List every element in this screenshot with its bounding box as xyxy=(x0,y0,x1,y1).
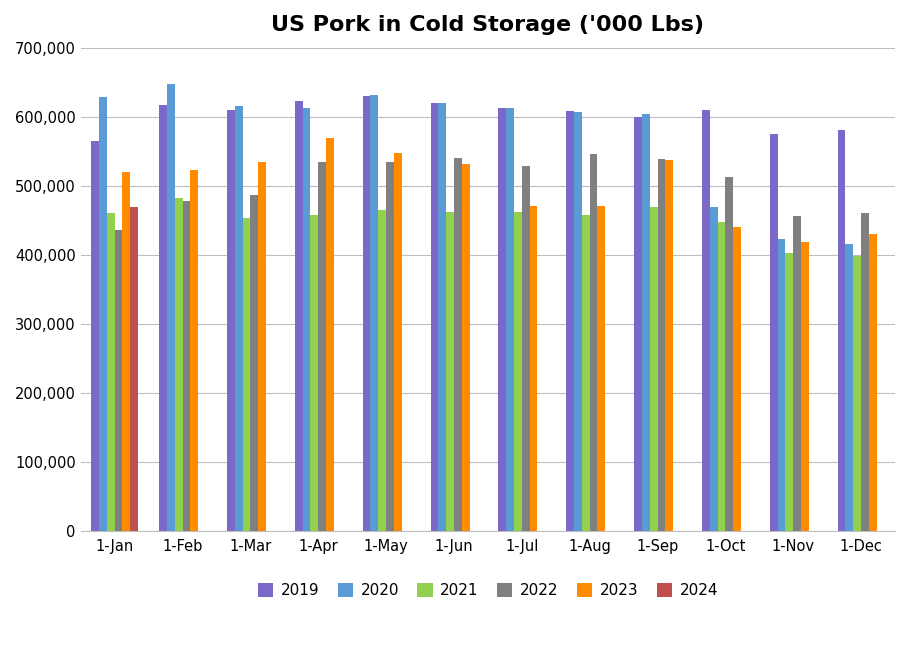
Bar xyxy=(506,108,514,531)
Bar xyxy=(461,163,470,531)
Bar xyxy=(861,214,869,531)
Bar xyxy=(183,201,190,531)
Bar xyxy=(702,110,710,531)
Bar xyxy=(190,171,198,531)
Bar xyxy=(665,160,673,531)
Bar xyxy=(295,102,303,531)
Bar xyxy=(869,234,876,531)
Bar xyxy=(430,103,439,531)
Bar xyxy=(130,207,138,531)
Bar xyxy=(770,134,778,531)
Bar xyxy=(778,239,785,531)
Bar xyxy=(227,110,235,531)
Bar xyxy=(634,117,642,531)
Bar xyxy=(718,221,725,531)
Bar xyxy=(598,206,605,531)
Bar xyxy=(370,95,379,531)
Bar xyxy=(725,177,733,531)
Bar xyxy=(106,214,115,531)
Bar xyxy=(91,141,99,531)
Bar xyxy=(521,167,530,531)
Bar xyxy=(235,106,243,531)
Bar xyxy=(379,210,386,531)
Bar xyxy=(733,227,741,531)
Bar xyxy=(250,194,258,531)
Bar xyxy=(566,111,574,531)
Bar xyxy=(310,215,318,531)
Bar xyxy=(258,161,266,531)
Title: US Pork in Cold Storage ('000 Lbs): US Pork in Cold Storage ('000 Lbs) xyxy=(271,15,704,35)
Bar xyxy=(854,256,861,531)
Bar xyxy=(446,212,454,531)
Bar xyxy=(175,198,183,531)
Bar xyxy=(590,154,598,531)
Bar xyxy=(454,158,461,531)
Bar xyxy=(326,138,334,531)
Bar xyxy=(159,105,167,531)
Bar xyxy=(530,206,538,531)
Bar xyxy=(785,253,794,531)
Bar xyxy=(514,212,521,531)
Bar xyxy=(845,244,854,531)
Bar xyxy=(499,108,506,531)
Bar xyxy=(574,112,581,531)
Bar xyxy=(363,96,370,531)
Bar xyxy=(394,153,401,531)
Bar xyxy=(650,207,658,531)
Bar xyxy=(386,162,394,531)
Bar xyxy=(99,97,106,531)
Bar xyxy=(243,218,250,531)
Bar xyxy=(303,108,310,531)
Bar xyxy=(318,162,326,531)
Bar xyxy=(439,103,446,531)
Bar xyxy=(167,83,175,531)
Bar xyxy=(710,207,718,531)
Bar xyxy=(581,215,590,531)
Bar xyxy=(123,172,130,531)
Bar xyxy=(801,243,809,531)
Bar xyxy=(115,230,123,531)
Bar xyxy=(838,130,845,531)
Bar xyxy=(794,216,801,531)
Legend: 2019, 2020, 2021, 2022, 2023, 2024: 2019, 2020, 2021, 2022, 2023, 2024 xyxy=(251,577,724,604)
Bar xyxy=(658,159,665,531)
Bar xyxy=(642,114,650,531)
